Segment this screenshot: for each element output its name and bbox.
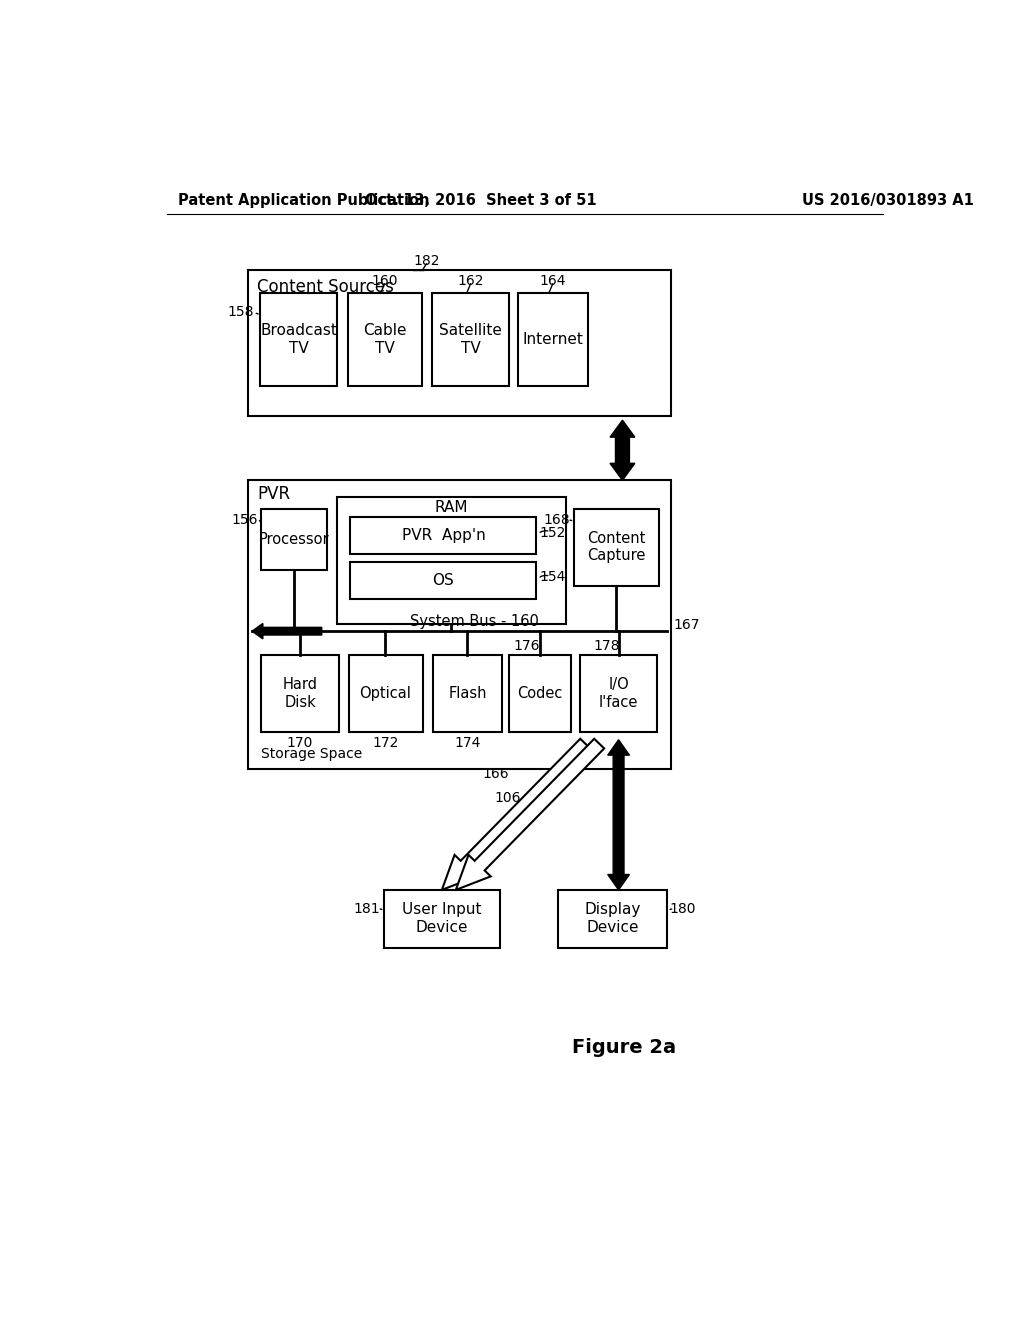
Text: Flash: Flash	[449, 686, 486, 701]
Text: 182: 182	[413, 253, 439, 268]
Bar	[573, 508, 658, 586]
Bar	[509, 655, 571, 733]
Bar	[350, 562, 537, 599]
Text: Content Sources: Content Sources	[257, 279, 394, 296]
Bar	[260, 293, 337, 385]
Text: 158: 158	[227, 305, 254, 319]
Text: User Input
Device: User Input Device	[402, 902, 481, 935]
Bar	[432, 293, 509, 385]
Text: System Bus - 160: System Bus - 160	[410, 614, 539, 630]
Text: 154: 154	[540, 570, 566, 585]
Bar	[384, 890, 500, 948]
Text: 162: 162	[458, 273, 483, 288]
Bar	[248, 480, 671, 770]
Polygon shape	[442, 739, 590, 890]
Text: Optical: Optical	[359, 686, 412, 701]
Text: Storage Space: Storage Space	[261, 747, 362, 760]
Text: 178: 178	[594, 639, 621, 653]
Text: Oct. 13, 2016  Sheet 3 of 51: Oct. 13, 2016 Sheet 3 of 51	[365, 193, 596, 209]
Text: Content
Capture: Content Capture	[587, 531, 645, 564]
Polygon shape	[252, 623, 322, 639]
Text: 106: 106	[495, 791, 521, 804]
Text: PVR  App'n: PVR App'n	[401, 528, 485, 544]
Bar	[248, 271, 671, 416]
Bar	[261, 655, 339, 733]
Bar	[348, 293, 422, 385]
Text: Satellite
TV: Satellite TV	[439, 323, 502, 355]
Text: I/O
I'face: I/O I'face	[599, 677, 638, 710]
Bar	[350, 517, 537, 554]
Text: US 2016/0301893 A1: US 2016/0301893 A1	[802, 193, 974, 209]
Bar	[580, 655, 657, 733]
Text: 168: 168	[543, 513, 569, 527]
Text: Hard
Disk: Hard Disk	[283, 677, 317, 710]
Text: 166: 166	[482, 767, 509, 781]
Text: 176: 176	[513, 639, 540, 653]
Text: 164: 164	[540, 273, 566, 288]
Text: 172: 172	[372, 735, 398, 750]
Text: 174: 174	[455, 735, 480, 750]
Text: Internet: Internet	[522, 331, 583, 347]
Text: 152: 152	[540, 525, 566, 540]
Polygon shape	[610, 420, 635, 480]
Polygon shape	[607, 739, 630, 890]
Text: PVR: PVR	[257, 486, 291, 503]
Text: Display
Device: Display Device	[584, 902, 641, 935]
Bar	[349, 655, 423, 733]
Bar	[518, 293, 588, 385]
Text: RAM: RAM	[434, 500, 468, 516]
Bar	[432, 655, 503, 733]
Text: 170: 170	[287, 735, 313, 750]
Text: Codec: Codec	[517, 686, 563, 701]
Bar	[558, 890, 667, 948]
Text: Broadcast
TV: Broadcast TV	[260, 323, 337, 355]
Text: 180: 180	[670, 902, 696, 916]
Text: 167: 167	[674, 618, 700, 632]
Text: Processor: Processor	[258, 532, 329, 546]
Bar	[261, 508, 328, 570]
Text: Figure 2a: Figure 2a	[572, 1039, 676, 1057]
Text: 181: 181	[353, 902, 380, 916]
Polygon shape	[456, 739, 604, 890]
Text: 160: 160	[372, 273, 397, 288]
Text: 156: 156	[231, 513, 258, 527]
Bar	[337, 498, 566, 624]
Text: Cable
TV: Cable TV	[362, 323, 407, 355]
Text: OS: OS	[432, 573, 455, 587]
Text: Patent Application Publication: Patent Application Publication	[178, 193, 430, 209]
